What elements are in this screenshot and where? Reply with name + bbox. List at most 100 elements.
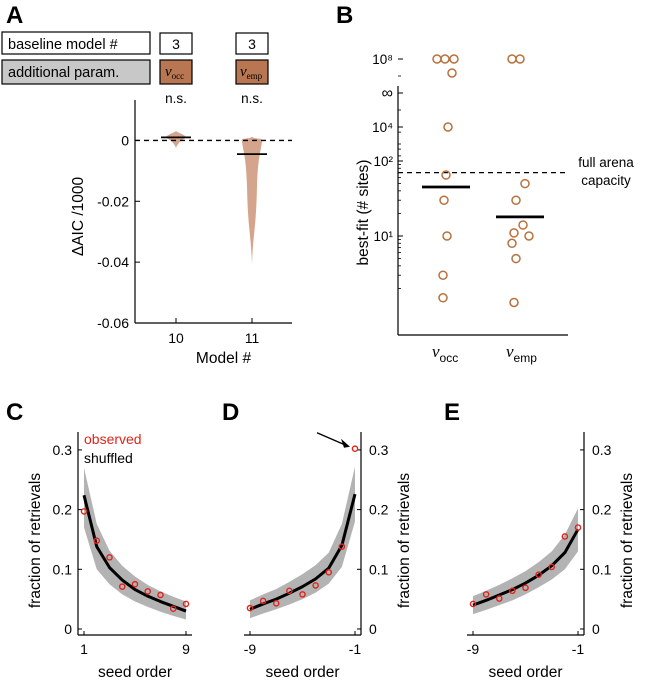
observed-point — [182, 600, 190, 608]
shuffled-line — [472, 528, 580, 607]
shuffled-line — [249, 493, 357, 611]
panel-letter-c: C — [6, 399, 23, 426]
shuffled-band — [250, 466, 355, 619]
shuffled-band — [473, 508, 578, 615]
chart-e: 0 0.1 0.2 0.3 -9 -1 seed order fraction of retr… — [467, 432, 636, 681]
param-symbol-1: νocc — [165, 64, 184, 81]
baseline-label-box — [1, 31, 151, 55]
y-tick-label: 0.1 — [592, 561, 612, 577]
observed-point — [495, 595, 503, 602]
y-tick-label: -0.02 — [97, 193, 129, 209]
observed-point — [157, 591, 164, 599]
panel-letter-d: D — [222, 399, 239, 426]
panel-a-header: baseline model # additional param. 3 3 ν… — [1, 31, 269, 106]
shuffled-band — [84, 467, 186, 620]
data-point — [509, 228, 519, 238]
data-point — [507, 54, 517, 64]
data-point — [443, 122, 453, 132]
param-box-2 — [235, 59, 269, 85]
y-tick-label: -0.04 — [97, 254, 129, 270]
data-point — [438, 293, 448, 303]
y-tick-label: 0.1 — [53, 561, 73, 577]
chart-d: 0 0.1 0.2 0.3 -9 -1 seed order fraction of retr… — [244, 432, 413, 681]
data-point — [447, 68, 457, 78]
chart-a: 0 -0.02 -0.04 -0.06 10 11 Model # ΔAIC /1000 — [70, 100, 292, 367]
baseline-model-box-2 — [235, 32, 269, 55]
x-tick-label: -1 — [572, 641, 585, 657]
annotation-arrow-head — [341, 438, 350, 448]
observed-point — [80, 508, 88, 515]
observed-point — [561, 533, 569, 540]
observed-point — [131, 580, 139, 588]
observed-point — [574, 524, 582, 531]
observed-point — [259, 597, 267, 605]
baseline-model-value-1: 3 — [172, 36, 180, 52]
x-tick-label: -9 — [467, 641, 480, 657]
data-point — [520, 178, 530, 189]
x-tick-label: νemp — [506, 342, 537, 365]
capacity-label-line-2: capacity — [581, 173, 631, 188]
x-tick-label: -9 — [244, 641, 257, 657]
data-point — [441, 170, 451, 180]
observed-point — [535, 571, 542, 578]
y-axis-label: fraction of retrievals — [619, 473, 636, 608]
y-tick-label: 0 — [369, 621, 377, 637]
observed-point — [482, 591, 490, 598]
data-point — [507, 238, 517, 249]
legend-observed: observed — [84, 431, 142, 447]
y-tick-label: 10⁴ — [372, 120, 393, 135]
x-tick-label: 1 — [80, 641, 88, 657]
observed-point — [509, 587, 516, 595]
y-tick-label: 0.2 — [53, 502, 73, 518]
data-point — [439, 195, 449, 205]
significance-label-1: n.s. — [165, 91, 187, 106]
y-tick-label: 0.2 — [369, 502, 389, 518]
y-tick-label: -0.06 — [97, 315, 129, 331]
y-tick-label: 0.2 — [592, 502, 612, 518]
y-axis-label: best-fit (# sites) — [355, 160, 372, 266]
x-tick-label: -1 — [349, 641, 362, 657]
observed-point — [469, 600, 477, 608]
y-tick-label: 0 — [121, 132, 129, 148]
y-tick-label: 0.3 — [369, 442, 389, 458]
observed-point — [548, 563, 556, 571]
data-point — [438, 270, 448, 280]
observed-point — [312, 582, 319, 589]
y-tick-label: 10² — [373, 154, 393, 169]
observed-point — [272, 600, 280, 607]
data-point — [518, 220, 528, 230]
baseline-model-value-2: 3 — [248, 36, 256, 52]
y-tick-label: 10¹ — [373, 229, 393, 244]
x-axis-label: Model # — [196, 350, 252, 367]
x-tick-label: νocc — [432, 342, 458, 365]
observed-point — [144, 588, 152, 595]
observed-point — [93, 537, 101, 544]
param-label-box — [1, 59, 151, 85]
panel-letter-a: A — [6, 2, 23, 29]
param-box-1 — [159, 59, 193, 85]
observed-point — [299, 591, 306, 598]
param-row-label: additional param. — [8, 65, 119, 81]
observed-point — [169, 605, 177, 613]
y-tick-label: 0.3 — [53, 442, 73, 458]
y-axis-label: fraction of retrievals — [27, 473, 44, 608]
data-point — [524, 231, 534, 241]
x-tick-label: 10 — [168, 330, 184, 346]
legend-shuffled: shuffled — [84, 450, 133, 466]
y-tick-label: ∞ — [382, 85, 393, 102]
y-tick-label: 0 — [592, 621, 600, 637]
data-point — [449, 54, 459, 64]
observed-point — [522, 584, 529, 592]
y-axis-label: fraction of retrievals — [396, 473, 413, 608]
baseline-row-label: baseline model # — [8, 37, 118, 53]
panel-letter-b: B — [336, 2, 353, 29]
x-tick-label: 11 — [245, 330, 260, 346]
data-point — [440, 54, 450, 64]
panel-letter-e: E — [444, 399, 460, 426]
observed-point — [286, 587, 293, 595]
y-tick-label: 0.3 — [592, 442, 612, 458]
data-point — [509, 297, 519, 308]
x-axis-label: seed order — [98, 664, 172, 681]
